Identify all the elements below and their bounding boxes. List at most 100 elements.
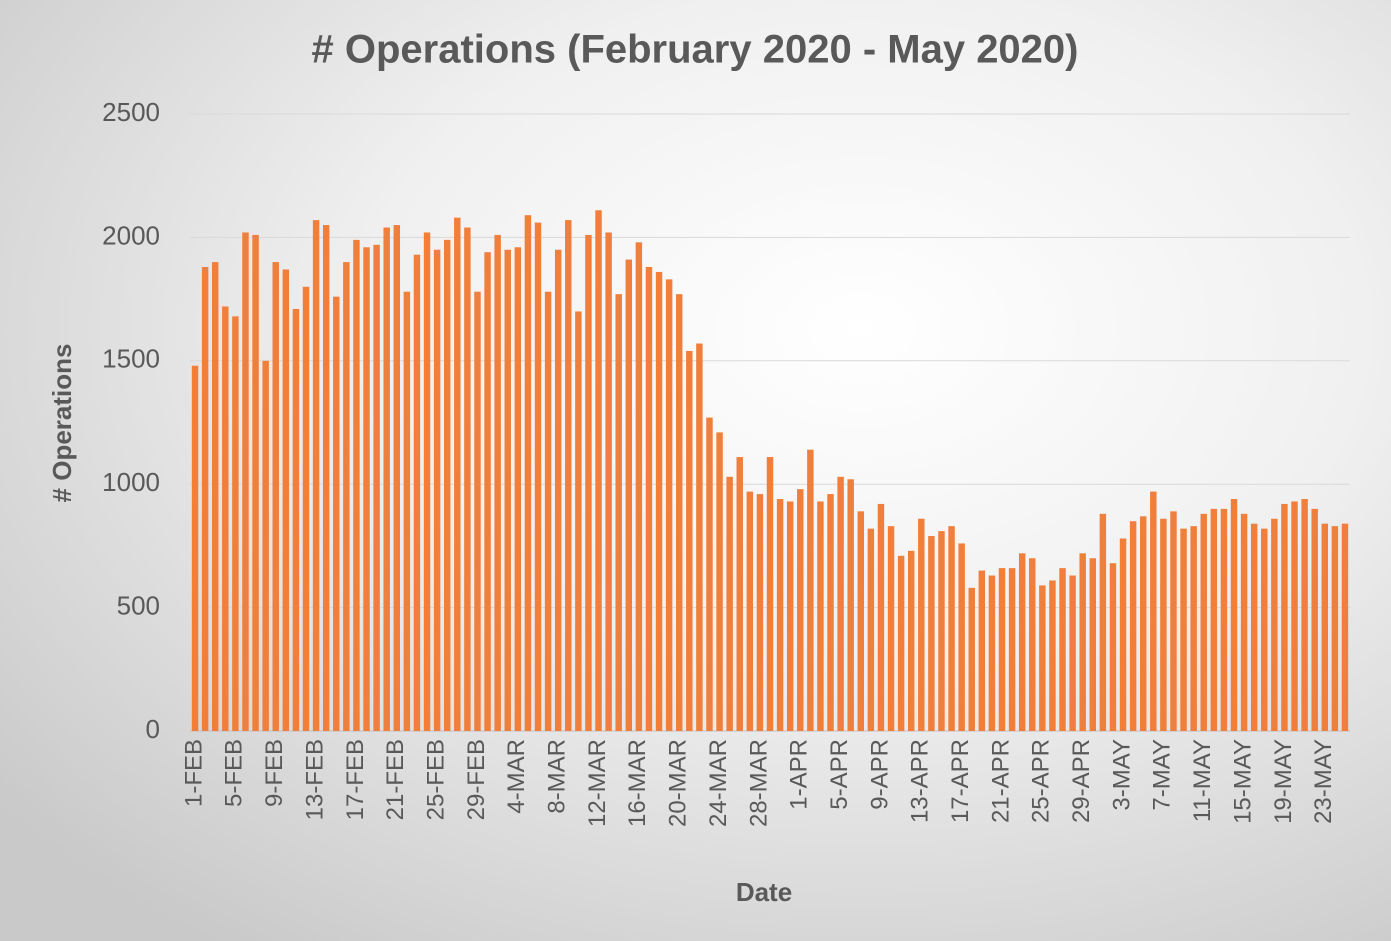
bar: [807, 449, 814, 731]
bar: [575, 311, 582, 731]
bar: [655, 271, 663, 731]
x-tick-label: 16-MAR: [624, 739, 651, 827]
x-tick-label: 29-FEB: [463, 739, 490, 820]
bar: [1261, 528, 1268, 731]
bar: [1311, 508, 1318, 731]
bar: [766, 457, 774, 731]
bar: [958, 543, 965, 731]
bar: [1079, 553, 1086, 731]
bar: [645, 267, 653, 731]
bar: [413, 254, 421, 731]
y-tick-label: 1000: [102, 467, 160, 497]
bar: [736, 457, 743, 731]
x-tick-label: 5-FEB: [221, 739, 248, 807]
x-tick-label: 12-MAR: [584, 739, 611, 827]
bar: [282, 269, 290, 731]
bar: [1109, 563, 1117, 731]
bar: [1321, 523, 1329, 731]
x-tick-label: 13-APR: [907, 739, 934, 823]
x-tick-label: 20-MAR: [665, 739, 692, 827]
bar: [1049, 580, 1056, 731]
bar: [403, 291, 411, 731]
bar: [968, 587, 975, 731]
x-tick-label: 1-APR: [786, 739, 813, 810]
bar: [544, 291, 552, 731]
bar: [1059, 568, 1066, 731]
bar: [1180, 528, 1187, 731]
bar: [1008, 568, 1016, 731]
x-tick-label: 4-MAR: [503, 739, 530, 814]
bar: [857, 511, 865, 731]
chart-title: # Operations (February 2020 - May 2020): [312, 28, 1079, 72]
bar: [191, 365, 199, 731]
bar: [776, 499, 784, 731]
bar: [1301, 499, 1308, 731]
bar: [1129, 521, 1137, 731]
x-tick-label: 25-FEB: [422, 739, 449, 820]
bar: [817, 501, 824, 731]
bar: [1089, 558, 1097, 731]
bar: [565, 220, 572, 731]
bar: [1190, 526, 1197, 731]
bar: [585, 234, 592, 731]
x-tick-label: 28-MAR: [745, 739, 772, 827]
x-tick-label: 11-MAY: [1189, 739, 1216, 822]
bar: [373, 244, 380, 731]
bar: [706, 417, 713, 731]
x-tick-label: 1-FEB: [180, 739, 207, 807]
bar: [1150, 491, 1157, 731]
bar: [1139, 516, 1147, 731]
bar: [454, 217, 461, 731]
x-tick-label: 7-MAY: [1149, 739, 1176, 811]
bar: [262, 360, 269, 731]
bar: [665, 279, 673, 731]
bar: [292, 308, 300, 731]
bar: [343, 262, 350, 731]
bar: [353, 239, 360, 732]
bar: [211, 262, 219, 731]
x-tick-label: 9-FEB: [261, 739, 288, 807]
bar: [443, 239, 451, 732]
x-tick-label: 25-APR: [1028, 739, 1055, 823]
bar: [322, 225, 330, 731]
bar: [907, 550, 915, 731]
bar: [746, 491, 754, 731]
x-tick-label: 19-MAY: [1270, 739, 1297, 824]
bar: [1250, 523, 1258, 731]
bar: [605, 232, 612, 732]
bar: [867, 528, 875, 731]
bar: [928, 536, 935, 731]
bar: [1240, 513, 1248, 731]
bar: [988, 575, 996, 731]
bar: [433, 249, 441, 732]
bar: [675, 294, 683, 731]
x-tick-label: 21-APR: [987, 739, 1014, 823]
bar: [877, 503, 885, 731]
bar: [252, 234, 259, 731]
bar: [686, 350, 693, 731]
bar: [1119, 538, 1127, 731]
bar: [1099, 513, 1107, 731]
bar: [524, 215, 532, 732]
bar: [897, 555, 905, 731]
bar: [1230, 499, 1238, 731]
bar: [595, 210, 602, 731]
bar: [222, 306, 229, 731]
bar: [534, 222, 542, 732]
bar: [1170, 511, 1177, 731]
bar: [998, 568, 1006, 731]
bar: [938, 531, 945, 731]
bar: [797, 489, 804, 731]
bar: [272, 262, 279, 731]
bar: [837, 476, 844, 731]
bar: [786, 501, 794, 731]
x-tick-label: 29-APR: [1068, 739, 1095, 823]
x-axis-label: Date: [736, 877, 792, 907]
x-tick-label: 23-MAY: [1310, 739, 1337, 824]
bar: [696, 343, 703, 731]
bar: [1018, 553, 1026, 731]
bar: [514, 247, 522, 731]
bar: [1160, 518, 1167, 731]
bar: [1210, 508, 1218, 731]
